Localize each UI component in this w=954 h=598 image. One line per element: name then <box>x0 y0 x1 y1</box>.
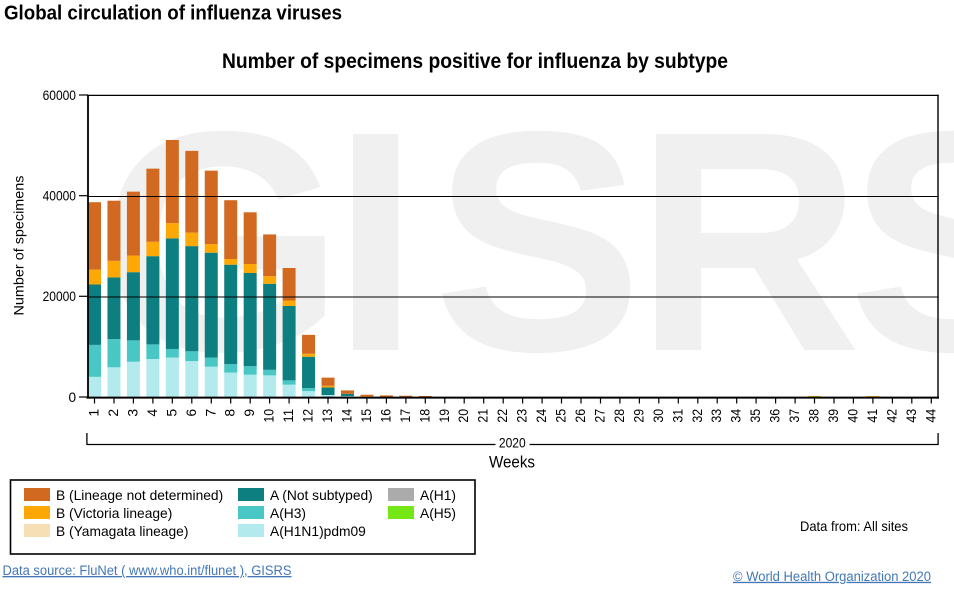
svg-text:B (Yamagata lineage): B (Yamagata lineage) <box>56 524 188 539</box>
svg-text:1: 1 <box>86 409 102 417</box>
svg-text:22: 22 <box>494 409 510 423</box>
svg-text:A(H3): A(H3) <box>270 506 306 521</box>
svg-text:0: 0 <box>68 390 76 405</box>
svg-text:44: 44 <box>922 409 938 423</box>
svg-text:Global circulation of influenz: Global circulation of influenza viruses <box>4 3 342 25</box>
svg-text:20000: 20000 <box>43 289 77 304</box>
svg-text:17: 17 <box>397 409 413 423</box>
svg-text:A(H1N1)pdm09: A(H1N1)pdm09 <box>270 524 366 539</box>
svg-text:35: 35 <box>747 409 763 423</box>
svg-text:20: 20 <box>455 409 471 423</box>
svg-text:18: 18 <box>416 409 432 423</box>
svg-text:Weeks: Weeks <box>489 453 535 472</box>
svg-text:B (Victoria lineage): B (Victoria lineage) <box>56 506 172 521</box>
svg-text:B (Lineage not determined): B (Lineage not determined) <box>56 488 223 503</box>
svg-text:42: 42 <box>883 409 899 423</box>
svg-text:39: 39 <box>825 409 841 423</box>
svg-text:A(H5): A(H5) <box>420 506 456 521</box>
svg-text:2020: 2020 <box>499 436 526 451</box>
svg-text:Number of specimens positive f: Number of specimens positive for influen… <box>222 49 728 73</box>
svg-text:2: 2 <box>105 409 121 417</box>
svg-text:10: 10 <box>261 409 277 423</box>
svg-text:33: 33 <box>708 409 724 423</box>
svg-text:8: 8 <box>222 409 238 417</box>
svg-text:4: 4 <box>144 409 160 417</box>
svg-text:9: 9 <box>241 409 257 417</box>
svg-text:23: 23 <box>514 409 530 423</box>
svg-text:© World Health Organization 20: © World Health Organization 2020 <box>733 569 931 584</box>
svg-text:Data from: All sites: Data from: All sites <box>800 519 908 534</box>
svg-text:40: 40 <box>844 409 860 423</box>
svg-text:24: 24 <box>533 409 549 423</box>
svg-text:60000: 60000 <box>43 88 77 103</box>
svg-text:14: 14 <box>339 409 355 423</box>
svg-text:25: 25 <box>553 409 569 423</box>
svg-text:GISRS: GISRS <box>100 66 954 417</box>
svg-text:11: 11 <box>280 409 296 423</box>
svg-text:26: 26 <box>572 409 588 423</box>
svg-text:32: 32 <box>689 409 705 423</box>
svg-text:21: 21 <box>475 409 491 423</box>
svg-text:19: 19 <box>436 409 452 423</box>
svg-text:5: 5 <box>163 409 179 417</box>
svg-text:40000: 40000 <box>43 189 77 204</box>
svg-text:43: 43 <box>903 409 919 423</box>
svg-text:13: 13 <box>319 409 335 423</box>
svg-text:12: 12 <box>300 409 316 423</box>
svg-text:7: 7 <box>202 409 218 417</box>
svg-text:Data source: FluNet ( www.who.: Data source: FluNet ( www.who.int/flunet… <box>3 563 292 578</box>
svg-text:30: 30 <box>650 409 666 423</box>
svg-text:29: 29 <box>630 409 646 423</box>
svg-text:31: 31 <box>669 409 685 423</box>
svg-text:27: 27 <box>592 409 608 423</box>
svg-text:3: 3 <box>124 409 140 417</box>
svg-text:A(H1): A(H1) <box>420 488 456 503</box>
svg-text:41: 41 <box>864 409 880 423</box>
svg-text:28: 28 <box>611 409 627 423</box>
svg-text:34: 34 <box>728 409 744 423</box>
svg-text:6: 6 <box>183 409 199 417</box>
svg-text:Number of specimens: Number of specimens <box>11 176 27 316</box>
svg-text:15: 15 <box>358 409 374 423</box>
svg-text:A (Not subtyped): A (Not subtyped) <box>270 488 373 503</box>
svg-text:38: 38 <box>806 409 822 423</box>
svg-text:37: 37 <box>786 409 802 423</box>
svg-text:16: 16 <box>377 409 393 423</box>
svg-text:36: 36 <box>767 409 783 423</box>
